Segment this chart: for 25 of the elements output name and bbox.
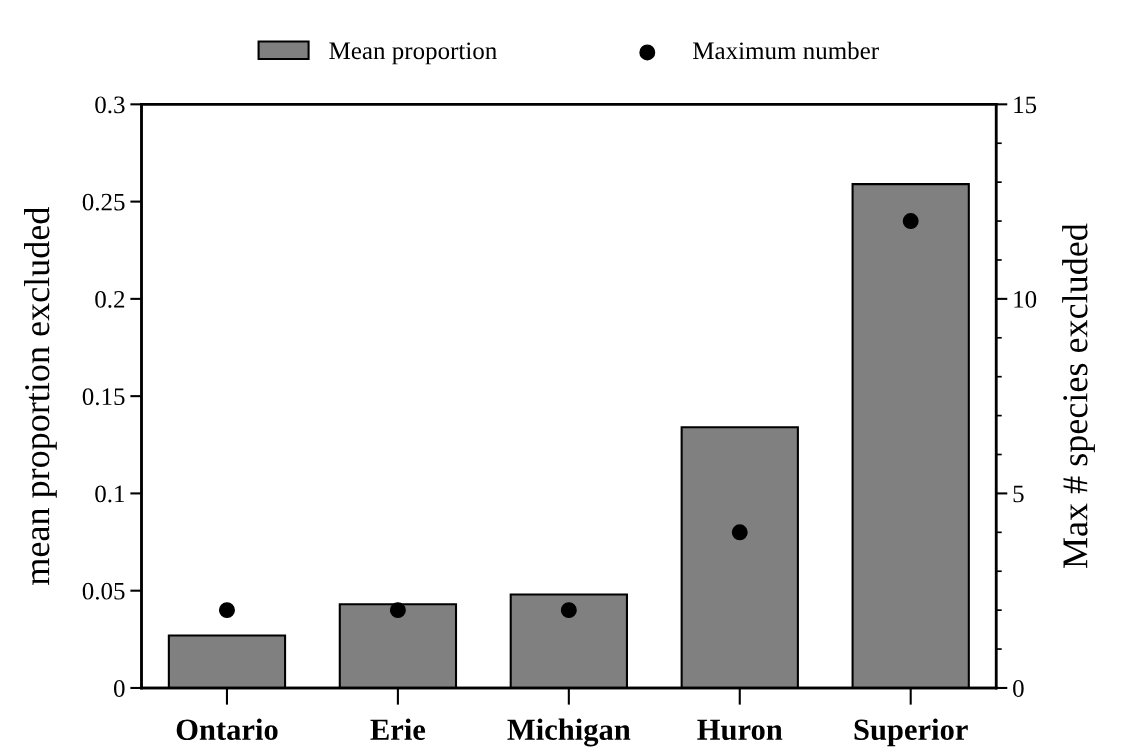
x-tick-label: Ontario xyxy=(176,718,278,741)
legend-label: Mean proportion xyxy=(329,42,497,65)
y-tick-label: 0.25 xyxy=(82,193,125,211)
point xyxy=(902,213,919,230)
x-tick-label: Huron xyxy=(697,719,783,741)
point xyxy=(560,602,577,619)
y-tick-label: 0.3 xyxy=(95,96,125,114)
y-tick-label: 0.15 xyxy=(82,388,125,406)
point xyxy=(218,602,235,619)
point xyxy=(389,602,406,619)
y2-tick-label: 15 xyxy=(1014,96,1037,114)
y2-tick-label: 10 xyxy=(1014,290,1037,308)
point xyxy=(731,524,748,541)
y-axis-title: mean proportion excluded xyxy=(24,207,57,585)
x-tick-label: Erie xyxy=(370,718,426,740)
y-tick-label: 0.1 xyxy=(95,485,125,503)
y2-axis-title: Max # species excluded xyxy=(1062,223,1095,569)
x-tick-label: Superior xyxy=(854,718,968,747)
y-tick-label: 0.2 xyxy=(95,290,125,308)
x-tick-label: Michigan xyxy=(507,718,631,747)
y2-tick-label: 0 xyxy=(1013,680,1024,697)
legend-label: Maximum number xyxy=(693,41,879,60)
y-tick-label: 0 xyxy=(113,680,125,697)
y-tick-label: 0.05 xyxy=(82,582,125,600)
y2-tick-label: 5 xyxy=(1013,485,1024,503)
